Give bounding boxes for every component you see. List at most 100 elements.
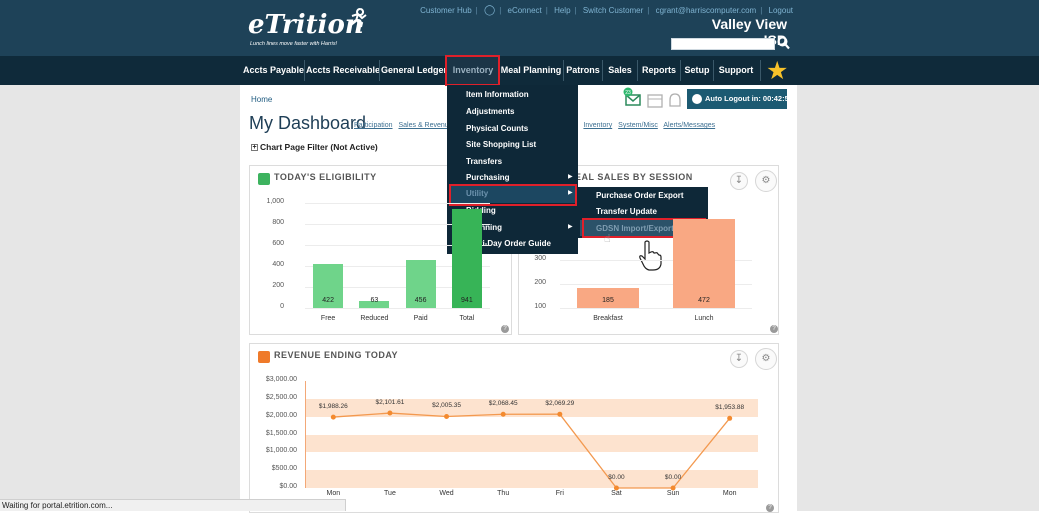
y-tick-label: $2,000.00 bbox=[265, 411, 297, 419]
link-logout[interactable]: Logout bbox=[768, 6, 793, 15]
bar-value-label: 63 bbox=[370, 297, 379, 304]
chart-page-filter[interactable]: + Chart Page Filter (Not Active) bbox=[251, 142, 378, 152]
bar-value-label: 941 bbox=[461, 297, 473, 304]
left-gutter bbox=[0, 85, 240, 511]
nav-meal-planning[interactable]: Meal Planning bbox=[500, 65, 562, 75]
x-tick-label: Breakfast bbox=[593, 315, 623, 322]
point-value-label: $2,005.35 bbox=[432, 402, 462, 410]
menu-transfers[interactable]: Transfers bbox=[466, 157, 503, 166]
y-tick-label: 800 bbox=[272, 219, 284, 226]
nav-reports[interactable]: Reports bbox=[641, 65, 676, 75]
menu-utility-row[interactable] bbox=[450, 185, 575, 203]
download-icon[interactable]: ↧ bbox=[730, 350, 748, 368]
svg-text:23: 23 bbox=[625, 90, 631, 96]
help-icon[interactable]: ? bbox=[501, 325, 509, 333]
search-input[interactable] bbox=[671, 38, 775, 50]
data-point bbox=[557, 411, 563, 417]
settings-icon[interactable]: ⚙ bbox=[755, 170, 777, 192]
menu-utility[interactable]: Utility bbox=[466, 189, 489, 198]
nav-accts-payable[interactable]: Accts Payable bbox=[243, 65, 305, 75]
help-icon[interactable]: ? bbox=[766, 504, 774, 512]
submenu-gdsn-import-export[interactable]: GDSN Import/Export bbox=[596, 224, 674, 233]
grid-band bbox=[305, 470, 758, 488]
right-gutter bbox=[797, 85, 1039, 511]
menu-physical-counts[interactable]: Physical Counts bbox=[466, 124, 529, 133]
grid-band bbox=[305, 434, 758, 453]
search-icon[interactable] bbox=[777, 36, 791, 52]
etrition-logo[interactable]: eTrition Lunch lines move faster with Ha… bbox=[248, 8, 368, 50]
submenu-purchase-order-export[interactable]: Purchase Order Export bbox=[596, 191, 684, 200]
link-alerts-messages[interactable]: Alerts/Messages bbox=[663, 122, 716, 129]
x-tick-label: Reduced bbox=[360, 315, 389, 322]
link-customer-hub[interactable]: Customer Hub bbox=[420, 6, 472, 15]
main-nav: Accts Payable Accts Receivable General L… bbox=[0, 56, 1039, 85]
x-tick-label: Mon bbox=[326, 490, 341, 497]
link-help[interactable]: Help bbox=[554, 6, 571, 15]
breadcrumb[interactable]: Home bbox=[251, 95, 273, 104]
menu-multi-day-order-guide[interactable]: Multi-Day Order Guide bbox=[466, 239, 551, 248]
nav-patrons[interactable]: Patrons bbox=[566, 65, 600, 75]
nav-accts-receivable[interactable]: Accts Receivable bbox=[306, 65, 381, 75]
revenue-line-svg bbox=[330, 410, 733, 491]
gridline bbox=[560, 284, 752, 285]
x-tick-label: Sat bbox=[611, 490, 622, 497]
favorites-star-icon[interactable]: ★ bbox=[766, 57, 789, 85]
bell-icon[interactable] bbox=[669, 93, 681, 107]
help-icon[interactable]: ? bbox=[770, 325, 778, 333]
runner-icon bbox=[350, 8, 367, 28]
x-tick-label: Fri bbox=[555, 490, 564, 497]
point-value-label: $2,069.29 bbox=[545, 400, 575, 408]
link-switch-customer[interactable]: Switch Customer bbox=[582, 6, 644, 15]
gridline bbox=[305, 308, 490, 309]
x-tick-label: Tue bbox=[384, 490, 396, 497]
bar-free bbox=[313, 263, 344, 308]
x-tick-label: Sun bbox=[666, 490, 680, 497]
x-tick-label: Total bbox=[459, 315, 475, 322]
nav-setup[interactable]: Setup bbox=[684, 65, 710, 75]
link-econnect[interactable]: eConnect bbox=[507, 6, 542, 15]
logo-text: eTrition bbox=[248, 10, 364, 40]
browser-status-bar: Waiting for portal.etrition.com... bbox=[0, 499, 346, 511]
mail-notification-icon[interactable]: 23 bbox=[623, 87, 641, 106]
menu-site-shopping-list[interactable]: Site Shopping List bbox=[466, 140, 537, 149]
nav-support[interactable]: Support bbox=[718, 65, 754, 75]
calendar-icon[interactable] bbox=[647, 94, 663, 108]
menu-item-information[interactable]: Item Information bbox=[466, 90, 529, 99]
y-tick-label: 0 bbox=[280, 303, 284, 310]
lightbulb-icon[interactable]: ◯ bbox=[483, 5, 496, 16]
link-participation[interactable]: Participation bbox=[354, 122, 393, 129]
submenu-transfer-update[interactable]: Transfer Update bbox=[596, 207, 657, 216]
nav-sales[interactable]: Sales bbox=[608, 65, 632, 75]
gridline bbox=[305, 224, 490, 225]
gridline bbox=[305, 266, 490, 267]
nav-inventory[interactable]: Inventory bbox=[447, 56, 499, 85]
link-sales-revenue[interactable]: Sales & Revenue bbox=[398, 122, 453, 129]
point-value-label: $1,988.26 bbox=[318, 403, 348, 411]
gridline bbox=[560, 260, 752, 261]
link-inventory[interactable]: Inventory bbox=[583, 122, 613, 129]
clock-icon bbox=[692, 94, 702, 104]
download-icon[interactable]: ↧ bbox=[730, 172, 748, 190]
menu-purchasing[interactable]: Purchasing bbox=[466, 173, 510, 182]
data-point bbox=[500, 411, 506, 417]
menu-scanning[interactable]: Scanning bbox=[466, 223, 503, 232]
bar-paid bbox=[405, 260, 436, 308]
submenu-arrow-icon: ▶ bbox=[568, 174, 573, 180]
x-tick-label: Paid bbox=[413, 315, 428, 322]
revenue-icon bbox=[258, 351, 270, 363]
filter-label: Chart Page Filter (Not Active) bbox=[260, 142, 378, 152]
link-system-misc[interactable]: System/Misc bbox=[618, 122, 658, 129]
bar-value-label: 472 bbox=[698, 297, 710, 304]
auto-logout-timer: Auto Logout in: 00:42:55 bbox=[687, 89, 793, 109]
auto-logout-text: Auto Logout in: 00:42:55 bbox=[705, 94, 793, 103]
x-tick-label: Free bbox=[320, 315, 336, 322]
y-tick-label: $1,000.00 bbox=[265, 447, 297, 455]
settings-icon[interactable]: ⚙ bbox=[755, 348, 777, 370]
expand-icon[interactable]: + bbox=[251, 144, 258, 151]
nav-general-ledger[interactable]: General Ledger bbox=[381, 65, 448, 75]
menu-adjustments[interactable]: Adjustments bbox=[466, 107, 515, 116]
y-tick-label: 100 bbox=[534, 303, 546, 310]
top-links: Customer Hub | ◯ | eConnect | Help | Switch … bbox=[420, 5, 793, 16]
link-user-email[interactable]: cgrant@harriscomputer.com bbox=[655, 6, 757, 15]
y-tick-label: $2,500.00 bbox=[265, 393, 297, 401]
